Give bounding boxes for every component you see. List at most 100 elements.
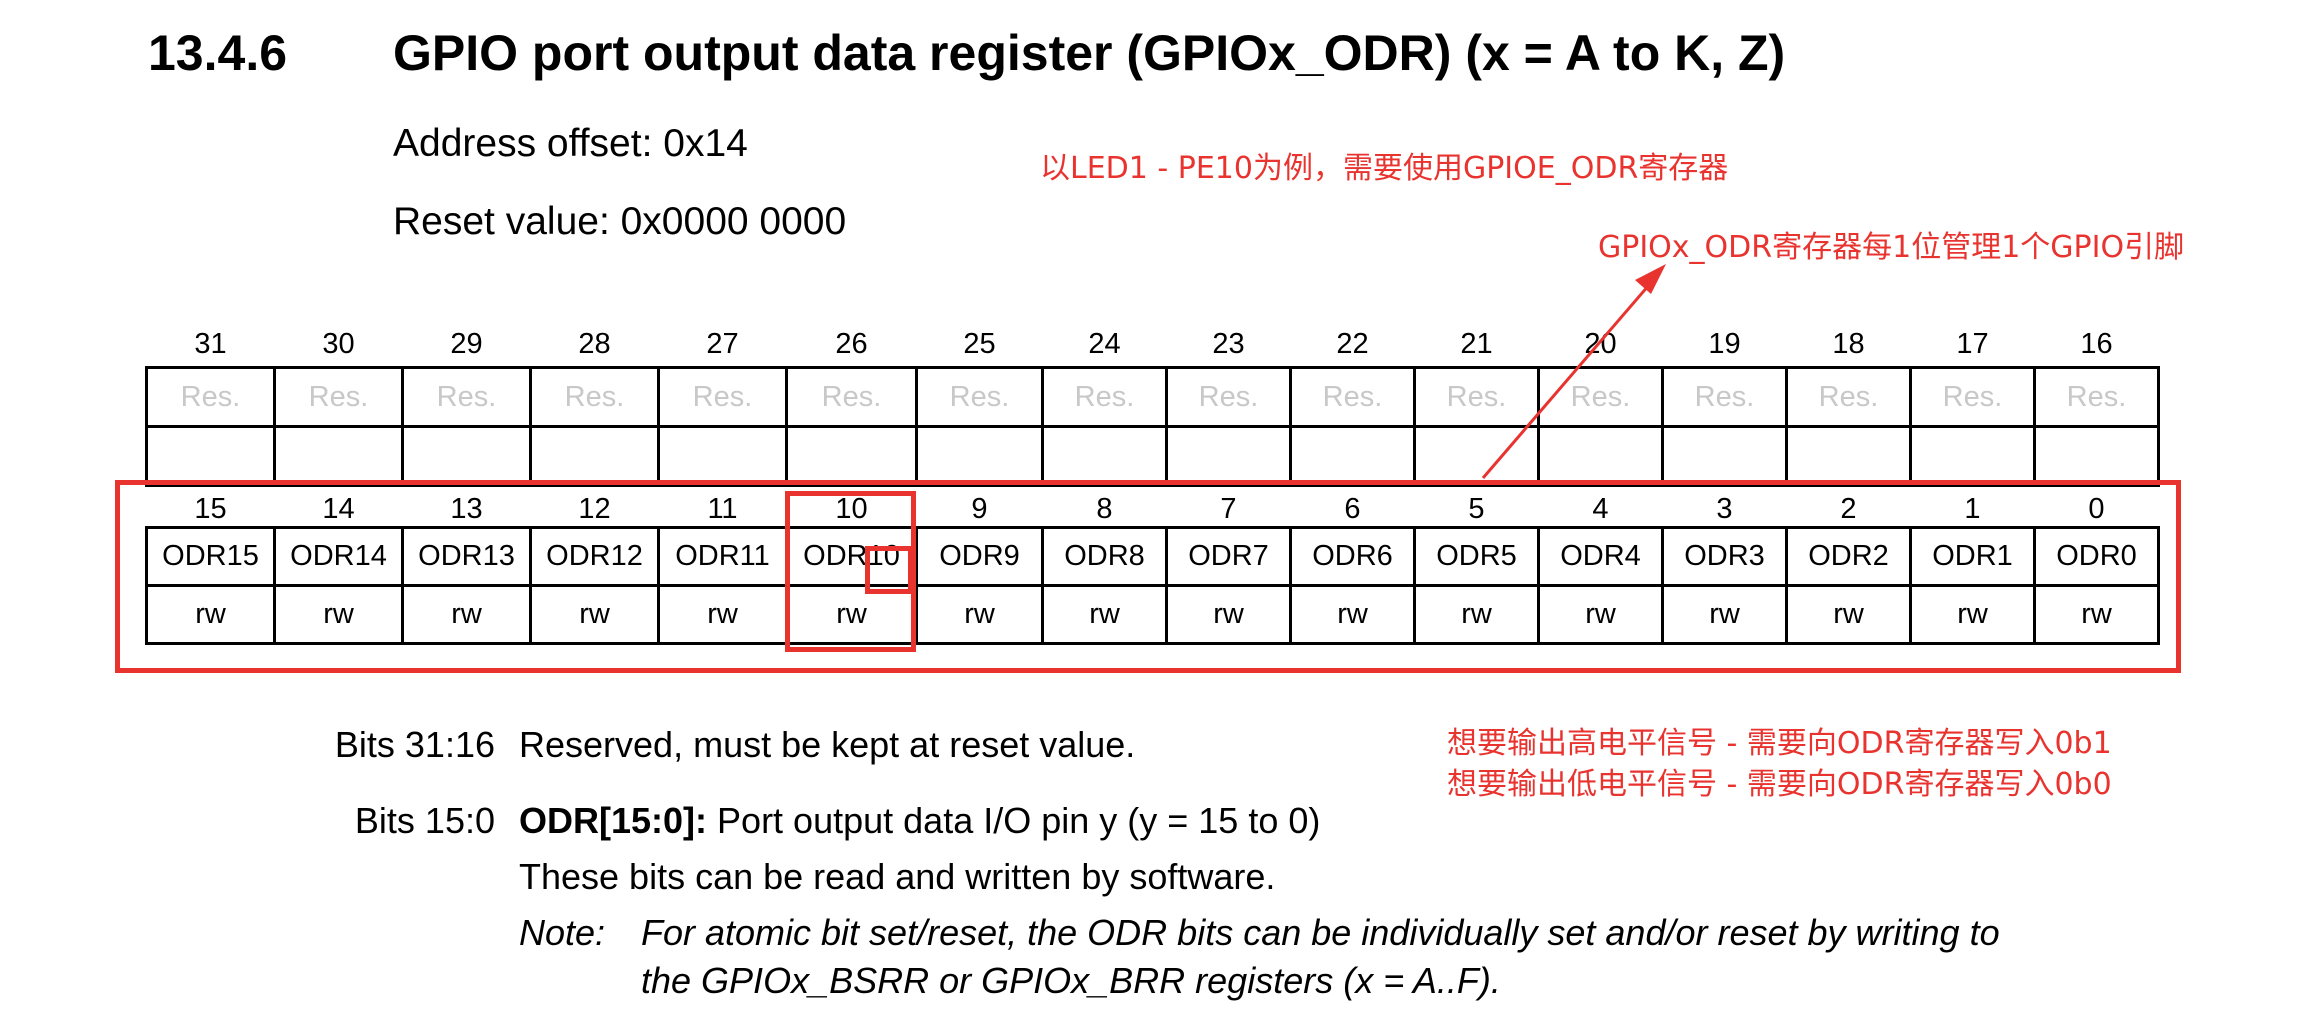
bit-number-23: 23: [1212, 327, 1245, 360]
field-name-8: ODR8: [1041, 526, 1168, 587]
annotation-per-bit: GPIOx_ODR寄存器每1位管理1个GPIO引脚: [1598, 230, 2185, 265]
field-name-3: ODR3: [1661, 526, 1788, 587]
bit-number-13: 13: [450, 493, 483, 525]
bit-number-30: 30: [322, 327, 355, 360]
bit-number-18: 18: [1832, 327, 1865, 360]
register-table-high: 31302928272625242322212019181716 Res.Res…: [145, 322, 2160, 487]
bits-15-0-label: Bits 15:0: [354, 800, 495, 841]
annotation-output-high: 想要输出高电平信号 - 需要向ODR寄存器写入0b1: [1447, 726, 2112, 761]
field-name-31: Res.: [145, 366, 276, 428]
note-line-2: the GPIOx_BSRR or GPIOx_BRR registers (x…: [641, 960, 1501, 1001]
bit-number-28: 28: [578, 327, 611, 360]
field-name-1: ODR1: [1909, 526, 2036, 587]
bit-number-8: 8: [1096, 493, 1113, 525]
highlight-bit-10: [785, 491, 916, 652]
access-type-19: [1661, 425, 1788, 487]
bits-31-16-text: Reserved, must be kept at reset value.: [519, 724, 1136, 765]
bit-number-15: 15: [194, 493, 227, 525]
section-number: 13.4.6: [148, 25, 288, 81]
field-name-6: ODR6: [1289, 526, 1416, 587]
access-type-7: rw: [1165, 584, 1292, 645]
field-name-27: Res.: [657, 366, 788, 428]
bit-number-11: 11: [707, 493, 738, 525]
access-type-13: rw: [401, 584, 532, 645]
bit-number-29: 29: [450, 327, 483, 360]
bit-number-5: 5: [1468, 493, 1485, 525]
access-type-23: [1165, 425, 1292, 487]
bit-number-12: 12: [578, 493, 611, 525]
field-name-29: Res.: [401, 366, 532, 428]
field-name-22: Res.: [1289, 366, 1416, 428]
bit-number-22: 22: [1336, 327, 1369, 360]
address-offset: Address offset: 0x14: [393, 122, 748, 165]
bit-number-9: 9: [971, 493, 988, 525]
highlight-odr10-digits: [865, 546, 913, 594]
access-type-30: [273, 425, 404, 487]
bit-number-0: 0: [2088, 493, 2105, 525]
access-type-5: rw: [1413, 584, 1540, 645]
field-name-14: ODR14: [273, 526, 404, 587]
access-type-17: [1909, 425, 2036, 487]
section-title: GPIO port output data register (GPIOx_OD…: [393, 25, 1786, 81]
field-name-19: Res.: [1661, 366, 1788, 428]
field-name-13: ODR13: [401, 526, 532, 587]
bit-number-1: 1: [1964, 493, 1981, 525]
field-name-9: ODR9: [915, 526, 1044, 587]
bit-number-26: 26: [835, 327, 868, 360]
bit-number-3: 3: [1716, 493, 1733, 525]
access-type-16: [2033, 425, 2160, 487]
bit-number-21: 21: [1460, 327, 1493, 360]
bit-number-6: 6: [1344, 493, 1361, 525]
field-name-25: Res.: [915, 366, 1044, 428]
bits-15-0-text: Port output data I/O pin y (y = 15 to 0): [717, 800, 1321, 841]
field-name-24: Res.: [1041, 366, 1168, 428]
access-type-9: rw: [915, 584, 1044, 645]
bit-number-31: 31: [194, 327, 227, 360]
highlight-low-half: [115, 480, 2181, 673]
bits-15-0-desc: ODR[15:0]: Port output data I/O pin y (y…: [519, 800, 1320, 842]
bit-number-25: 25: [963, 327, 996, 360]
access-type-11: rw: [657, 584, 788, 645]
field-name-16: Res.: [2033, 366, 2160, 428]
bit-number-27: 27: [706, 327, 739, 360]
access-type-12: rw: [529, 584, 660, 645]
field-name-28: Res.: [529, 366, 660, 428]
field-name-15: ODR15: [145, 526, 276, 587]
bit-number-10: 10: [835, 493, 868, 525]
field-name-11: ODR11: [657, 526, 788, 587]
bit-number-19: 19: [1708, 327, 1741, 360]
access-type-20: [1537, 425, 1664, 487]
access-type-4: rw: [1537, 584, 1664, 645]
register-table-low: 15 14 13 12 11 10 9 8 7 6 5 4 3 2 1 0 ODR15 ODR14 ODR13 OD…: [145, 493, 2160, 645]
field-name-26: Res.: [785, 366, 918, 428]
annotation-led-example: 以LED1 - PE10为例，需要使用GPIOE_ODR寄存器: [1040, 151, 1729, 186]
bit-number-24: 24: [1088, 327, 1121, 360]
access-type-8: rw: [1041, 584, 1168, 645]
field-name-5: ODR5: [1413, 526, 1540, 587]
note-line-1: For atomic bit set/reset, the ODR bits c…: [641, 912, 2000, 953]
field-name-4: ODR4: [1537, 526, 1664, 587]
access-type-3: rw: [1661, 584, 1788, 645]
bit-number-14: 14: [322, 493, 355, 525]
rw-text: These bits can be read and written by so…: [519, 856, 1276, 897]
field-name-7: ODR7: [1165, 526, 1292, 587]
field-name-20: Res.: [1537, 366, 1664, 428]
field-name-23: Res.: [1165, 366, 1292, 428]
bits-15-0-field: ODR[15:0]:: [519, 800, 708, 841]
field-name-17: Res.: [1909, 366, 2036, 428]
field-name-0: ODR0: [2033, 526, 2160, 587]
bit-number-7: 7: [1220, 493, 1237, 525]
field-name-18: Res.: [1785, 366, 1912, 428]
field-name-30: Res.: [273, 366, 404, 428]
access-type-6: rw: [1289, 584, 1416, 645]
access-type-0: rw: [2033, 584, 2160, 645]
annotation-output-low: 想要输出低电平信号 - 需要向ODR寄存器写入0b0: [1447, 767, 2112, 802]
field-name-21: Res.: [1413, 366, 1540, 428]
reset-value: Reset value: 0x0000 0000: [393, 200, 847, 243]
field-name-2: ODR2: [1785, 526, 1912, 587]
access-type-1: rw: [1909, 584, 2036, 645]
note-label: Note:: [519, 912, 606, 953]
access-type-15: rw: [145, 584, 276, 645]
bit-number-17: 17: [1956, 327, 1989, 360]
bit-number-16: 16: [2080, 327, 2113, 360]
